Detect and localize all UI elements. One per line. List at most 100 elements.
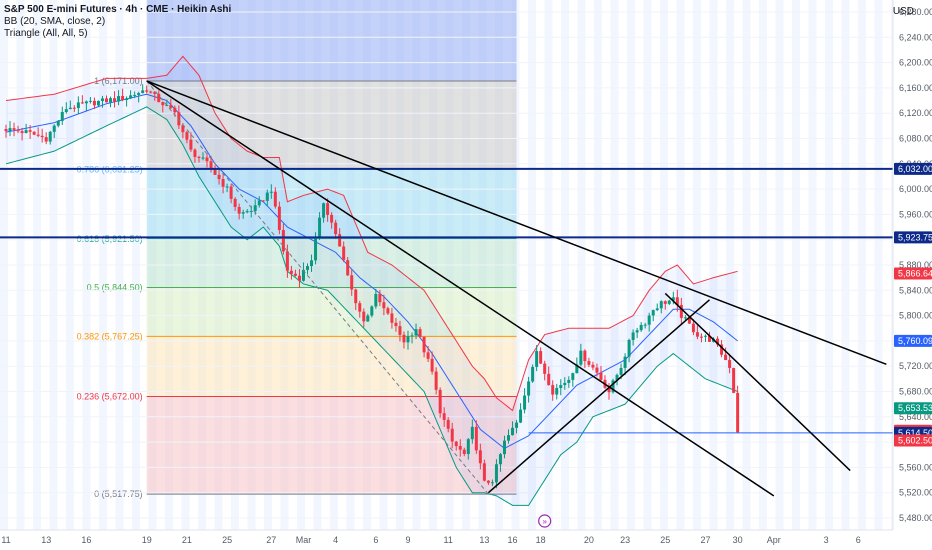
time-tick-label: 16 bbox=[81, 535, 91, 545]
candle-body bbox=[651, 310, 655, 316]
price-tick-label: 6,080.00 bbox=[899, 134, 932, 144]
candle-body bbox=[257, 200, 261, 206]
price-badge-label: 5,866.64 bbox=[898, 268, 932, 278]
candle-body bbox=[519, 409, 523, 423]
price-badge[interactable] bbox=[894, 162, 932, 175]
time-tick-label: 11 bbox=[1, 535, 10, 545]
realtime-marker-icon[interactable] bbox=[538, 514, 552, 528]
candle-body bbox=[185, 132, 189, 140]
candle-body bbox=[310, 260, 314, 267]
candle-body bbox=[8, 128, 12, 132]
time-tick-label: 6 bbox=[856, 535, 861, 545]
candle-body bbox=[515, 422, 519, 428]
price-badge[interactable] bbox=[894, 231, 932, 244]
price-tick-label: 5,840.00 bbox=[899, 285, 932, 295]
candle-body bbox=[490, 482, 494, 484]
candle-body bbox=[695, 332, 699, 337]
candle-body bbox=[426, 352, 430, 359]
candle-body bbox=[687, 317, 691, 324]
candle-body bbox=[338, 234, 342, 247]
candle-body bbox=[663, 301, 667, 304]
candle-body bbox=[486, 480, 490, 483]
candle-body bbox=[382, 302, 386, 309]
candle-body bbox=[418, 329, 422, 337]
price-tick-label: 5,480.00 bbox=[899, 513, 932, 523]
drawing-lines[interactable] bbox=[0, 80, 893, 497]
candle-body bbox=[643, 324, 647, 326]
candle-body bbox=[579, 350, 583, 365]
candle-body bbox=[394, 322, 398, 327]
trend-line[interactable] bbox=[146, 80, 887, 366]
price-badge[interactable] bbox=[894, 334, 932, 347]
candle-body bbox=[639, 324, 643, 331]
candle-body bbox=[736, 392, 740, 433]
time-tick-label: 11 bbox=[444, 535, 453, 545]
candle-body bbox=[523, 395, 527, 410]
candle-body bbox=[326, 203, 330, 215]
time-tick-label: 21 bbox=[182, 535, 192, 545]
fib-zone bbox=[146, 238, 517, 288]
price-badge[interactable] bbox=[894, 267, 932, 280]
candle-body bbox=[675, 297, 679, 305]
candle-body bbox=[370, 306, 374, 316]
candle-body bbox=[623, 356, 627, 368]
price-tick-label: 5,800.00 bbox=[899, 311, 932, 321]
trend-line[interactable] bbox=[487, 299, 710, 494]
candle-body bbox=[205, 157, 209, 162]
candle-body bbox=[273, 191, 277, 207]
indicator-triangle-label[interactable]: Triangle (All, All, 5) bbox=[4, 28, 88, 39]
candle-body bbox=[88, 100, 92, 102]
candle-body bbox=[109, 98, 113, 103]
candle-body bbox=[40, 135, 44, 138]
candle-body bbox=[402, 334, 406, 343]
candle-body bbox=[667, 300, 671, 304]
candle-body bbox=[201, 157, 205, 159]
trend-line[interactable] bbox=[664, 292, 851, 472]
candle-body bbox=[539, 351, 543, 364]
candle-body bbox=[691, 323, 695, 333]
candle-body bbox=[587, 361, 591, 365]
candle-body bbox=[68, 107, 72, 110]
candle-body bbox=[96, 101, 100, 106]
candle-body bbox=[414, 329, 418, 336]
candle-body bbox=[671, 297, 675, 301]
candle-body bbox=[567, 379, 571, 383]
symbol-title[interactable]: S&P 500 E-mini Futures · 4h · CME · Heik… bbox=[4, 4, 232, 15]
candlestick-series bbox=[4, 84, 740, 489]
candle-body bbox=[591, 364, 595, 368]
price-badge[interactable] bbox=[894, 402, 932, 415]
price-axis[interactable]: 6,280.00 6,240.00 6,200.00 6,160.00 6,120.00… bbox=[892, 0, 932, 550]
candle-body bbox=[716, 338, 720, 345]
candle-body bbox=[611, 380, 615, 393]
time-tick-label: 23 bbox=[620, 535, 630, 545]
candle-body bbox=[720, 344, 724, 355]
candle-body bbox=[149, 91, 153, 93]
candle-body bbox=[458, 446, 462, 450]
candle-body bbox=[277, 206, 281, 231]
price-tick-label: 5,520.00 bbox=[899, 488, 932, 498]
currency-label[interactable]: USD bbox=[892, 6, 914, 17]
candle-body bbox=[659, 301, 663, 309]
candle-body bbox=[193, 149, 197, 157]
price-tick-label: 6,240.00 bbox=[899, 32, 932, 42]
candle-body bbox=[44, 137, 48, 142]
time-tick-label: 13 bbox=[41, 535, 51, 545]
candle-body bbox=[434, 371, 438, 390]
candle-body bbox=[237, 206, 241, 214]
fib-zone bbox=[146, 287, 517, 337]
indicator-bb-label[interactable]: BB (20, SMA, close, 2) bbox=[4, 16, 106, 27]
trend-line[interactable] bbox=[146, 80, 775, 497]
candle-body bbox=[507, 435, 510, 441]
candle-body bbox=[117, 96, 121, 102]
candle-body bbox=[52, 125, 56, 132]
time-tick-label: 13 bbox=[479, 535, 489, 545]
candle-body bbox=[683, 317, 687, 319]
candle-body bbox=[261, 200, 265, 202]
candle-body bbox=[502, 440, 506, 455]
candle-body bbox=[619, 367, 623, 375]
time-axis[interactable]: 11 13 16 19 21 25 27 Mar 4 6 9 11 13 16 18 20 23 25 27 30 Ap… bbox=[0, 514, 932, 550]
price-badge[interactable] bbox=[894, 434, 932, 447]
price-tick-label: 5,680.00 bbox=[899, 387, 932, 397]
